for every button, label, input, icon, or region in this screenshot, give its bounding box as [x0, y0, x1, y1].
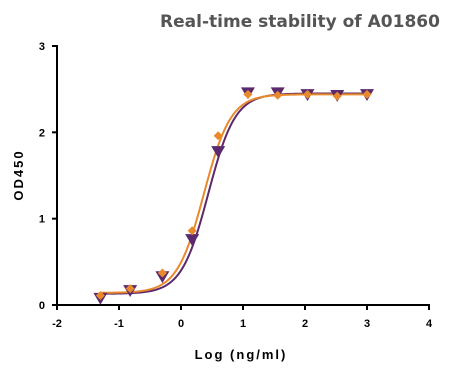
- chart-title: Real-time stability of A01860: [160, 12, 440, 32]
- data-point-diamond: [187, 226, 197, 236]
- data-point-diamond: [95, 291, 105, 301]
- data-point-diamond: [362, 89, 372, 99]
- data-point-diamond: [213, 131, 223, 141]
- fit-curves: [100, 92, 368, 295]
- data-point-triangle: [211, 146, 226, 158]
- fit-curve-diamond: [100, 93, 367, 294]
- x-tick-label: -2: [52, 318, 62, 330]
- data-point-diamond: [243, 89, 253, 99]
- x-axis-label: Log (ng/ml): [195, 347, 288, 362]
- data-point-diamond: [157, 268, 167, 278]
- axes: -2 -1 0 1 2 3 4 0 1 2 3: [39, 41, 433, 330]
- data-point-diamond: [125, 284, 135, 294]
- x-tick-label: -1: [114, 318, 124, 330]
- data-point-diamond: [302, 89, 312, 99]
- x-tick-label: 4: [426, 318, 433, 330]
- y-tick-label: 3: [39, 41, 45, 53]
- data-markers: [93, 87, 374, 305]
- data-point-triangle: [185, 234, 200, 247]
- y-tick-label: 0: [39, 300, 45, 312]
- y-tick-label: 2: [39, 127, 45, 139]
- fit-curve-triangle-down: [100, 92, 368, 295]
- x-tick-label: 3: [364, 318, 370, 330]
- data-point-diamond: [273, 90, 283, 100]
- x-tick-label: 0: [178, 318, 184, 330]
- y-tick-label: 1: [39, 214, 45, 226]
- y-axis-label: OD450: [11, 149, 26, 200]
- x-tick-label: 2: [302, 318, 308, 330]
- data-point-diamond: [332, 91, 342, 101]
- x-tick-label: 1: [240, 318, 246, 330]
